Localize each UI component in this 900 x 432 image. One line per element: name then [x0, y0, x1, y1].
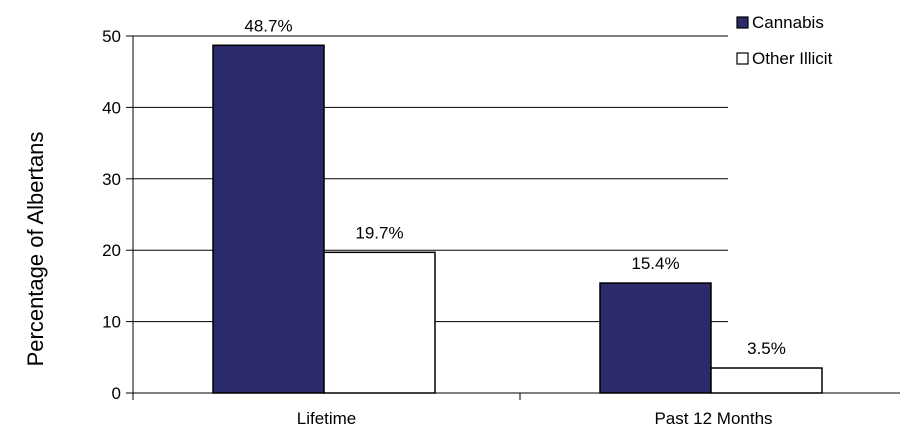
legend-label: Cannabis	[752, 13, 824, 32]
data-labels: 48.7% 19.7% 15.4% 3.5%	[244, 16, 785, 358]
legend-label: Other Illicit	[752, 49, 833, 68]
legend-swatch-other-illicit	[736, 52, 749, 65]
x-tick-label: Lifetime	[297, 409, 357, 428]
data-label: 15.4%	[631, 254, 679, 273]
bar-other-illicit-0	[323, 251, 436, 394]
data-label: 19.7%	[355, 223, 403, 242]
y-tick-label: 50	[102, 27, 121, 46]
y-tick-label: 20	[102, 241, 121, 260]
x-tick-label: Past 12 Months	[654, 409, 772, 428]
bars	[212, 44, 823, 394]
data-label: 3.5%	[747, 339, 786, 358]
y-tick-label: 30	[102, 170, 121, 189]
y-axis-title: Percentage of Albertans	[23, 132, 48, 367]
data-label: 48.7%	[244, 16, 292, 35]
y-tick-label: 0	[112, 384, 121, 403]
bar-cannabis-0	[212, 44, 325, 394]
bar-other-illicit-1	[710, 367, 823, 394]
bar-cannabis-1	[599, 282, 712, 394]
legend-swatch-cannabis	[736, 16, 749, 29]
y-tick-label: 10	[102, 313, 121, 332]
legend: Cannabis Other Illicit	[736, 13, 833, 68]
y-tick-label: 40	[102, 98, 121, 117]
